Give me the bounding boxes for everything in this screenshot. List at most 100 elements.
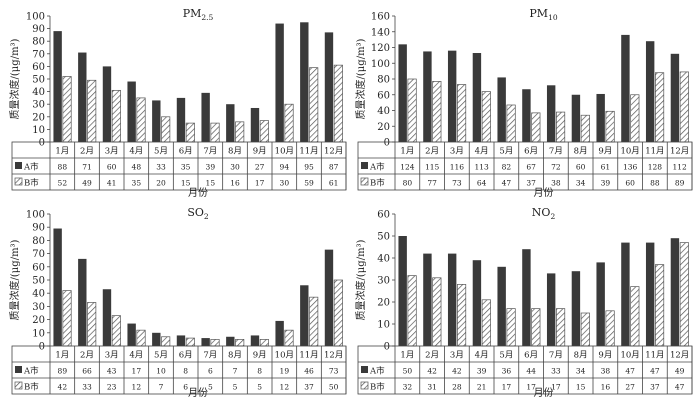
x-tick-label: 11月 (299, 351, 318, 361)
x-tick-label: 7月 (203, 351, 217, 361)
data-label-a: 39 (477, 367, 487, 376)
bar-b-6 (185, 122, 195, 143)
data-label-b: 37 (650, 383, 660, 392)
legend-a-swatch (15, 366, 22, 373)
legend-a: A市 (361, 366, 385, 377)
y-tick-label: 90 (32, 223, 45, 234)
x-tick-label: 11月 (645, 351, 664, 361)
legend-b-swatch (14, 381, 23, 390)
x-axis-label: 月份 (188, 387, 208, 399)
y-tick-label: 10 (32, 328, 45, 339)
bar-a-2 (423, 253, 432, 346)
x-axis-label: 月份 (534, 187, 554, 199)
data-label-b: 16 (230, 179, 240, 188)
legend-a-swatch (361, 366, 368, 373)
y-tick-label: 50 (32, 276, 45, 287)
bar-b-1 (407, 275, 417, 347)
legend-b: B市 (14, 178, 39, 189)
x-tick-label: 12月 (670, 351, 689, 361)
legend-a-swatch (15, 162, 22, 169)
y-tick-label: 40 (377, 254, 390, 265)
y-axis-label: 质量浓度/(μg/m³) (354, 38, 367, 119)
bar-b-12 (679, 242, 689, 347)
data-label-b: 17 (502, 383, 512, 392)
y-tick-label: 0 (384, 138, 390, 149)
x-tick-label: 2月 (80, 351, 94, 361)
data-label-b: 27 (625, 383, 635, 392)
data-label-b: 12 (280, 383, 290, 392)
bar-b-7 (556, 308, 566, 347)
data-label-b: 37 (304, 383, 314, 392)
x-tick-label: 1月 (55, 147, 69, 157)
data-label-b: 34 (576, 179, 586, 188)
data-label-a: 50 (403, 367, 413, 376)
legend-b-label: B市 (370, 178, 385, 189)
bar-b-2 (432, 277, 442, 347)
data-label-b: 5 (233, 383, 238, 392)
x-tick-label: 10月 (275, 147, 294, 157)
bar-a-1 (53, 228, 62, 346)
legend-a: A市 (15, 162, 39, 173)
bar-b-6 (531, 308, 541, 347)
x-tick-label: 3月 (105, 351, 119, 361)
legend-a-label: A市 (23, 366, 39, 377)
data-label-a: 94 (280, 163, 290, 172)
data-label-b: 7 (159, 383, 164, 392)
bar-b-5 (506, 104, 516, 143)
bar-a-7 (546, 273, 556, 346)
x-tick-label: 8月 (228, 351, 242, 361)
data-label-b: 35 (132, 179, 142, 188)
data-label-a: 34 (576, 367, 586, 376)
data-label-a: 124 (400, 163, 415, 172)
data-label-b: 41 (107, 179, 117, 188)
data-label-b: 5 (208, 383, 213, 392)
data-label-b: 47 (675, 383, 685, 392)
data-label-a: 8 (257, 367, 262, 376)
data-label-b: 52 (58, 179, 68, 188)
x-tick-label: 12月 (324, 147, 343, 157)
bar-a-6 (522, 89, 531, 142)
bar-b-5 (506, 308, 516, 347)
data-label-b: 64 (477, 179, 487, 188)
x-tick-label: 1月 (55, 351, 69, 361)
data-label-a: 61 (601, 163, 611, 172)
bar-b-8 (580, 114, 590, 143)
y-tick-label: 20 (377, 122, 390, 133)
data-label-a: 47 (625, 367, 635, 376)
x-tick-label: 4月 (129, 147, 143, 157)
data-label-b: 49 (82, 179, 92, 188)
x-tick-label: 7月 (549, 147, 563, 157)
data-label-b: 38 (551, 179, 561, 188)
y-tick-label: 0 (39, 138, 45, 149)
data-label-a: 73 (329, 367, 339, 376)
data-label-a: 33 (551, 367, 561, 376)
x-tick-label: 12月 (670, 147, 689, 157)
y-tick-label: 70 (32, 249, 45, 260)
data-label-a: 36 (502, 367, 512, 376)
data-label-a: 60 (107, 163, 117, 172)
bar-b-6 (531, 112, 541, 143)
x-tick-label: 10月 (275, 351, 294, 361)
x-tick-label: 5月 (154, 147, 168, 157)
bar-a-9 (250, 335, 260, 346)
y-tick-label: 60 (377, 210, 390, 221)
data-label-b: 5 (257, 383, 262, 392)
x-tick-label: 2月 (425, 351, 439, 361)
bar-b-10 (284, 329, 294, 347)
y-tick-label: 60 (32, 262, 45, 273)
y-tick-label: 160 (371, 12, 390, 23)
x-tick-label: 8月 (228, 147, 242, 157)
y-tick-label: 100 (26, 12, 45, 23)
bar-b-6 (185, 337, 195, 347)
y-tick-label: 80 (377, 75, 390, 86)
bar-b-9 (259, 339, 269, 347)
data-label-b: 28 (452, 383, 462, 392)
bar-a-4 (472, 260, 482, 346)
data-label-a: 95 (304, 163, 314, 172)
y-tick-label: 90 (32, 24, 45, 35)
x-tick-label: 5月 (499, 147, 513, 157)
x-axis-label: 月份 (188, 187, 208, 199)
data-label-b: 47 (502, 179, 512, 188)
data-label-a: 27 (255, 163, 265, 172)
